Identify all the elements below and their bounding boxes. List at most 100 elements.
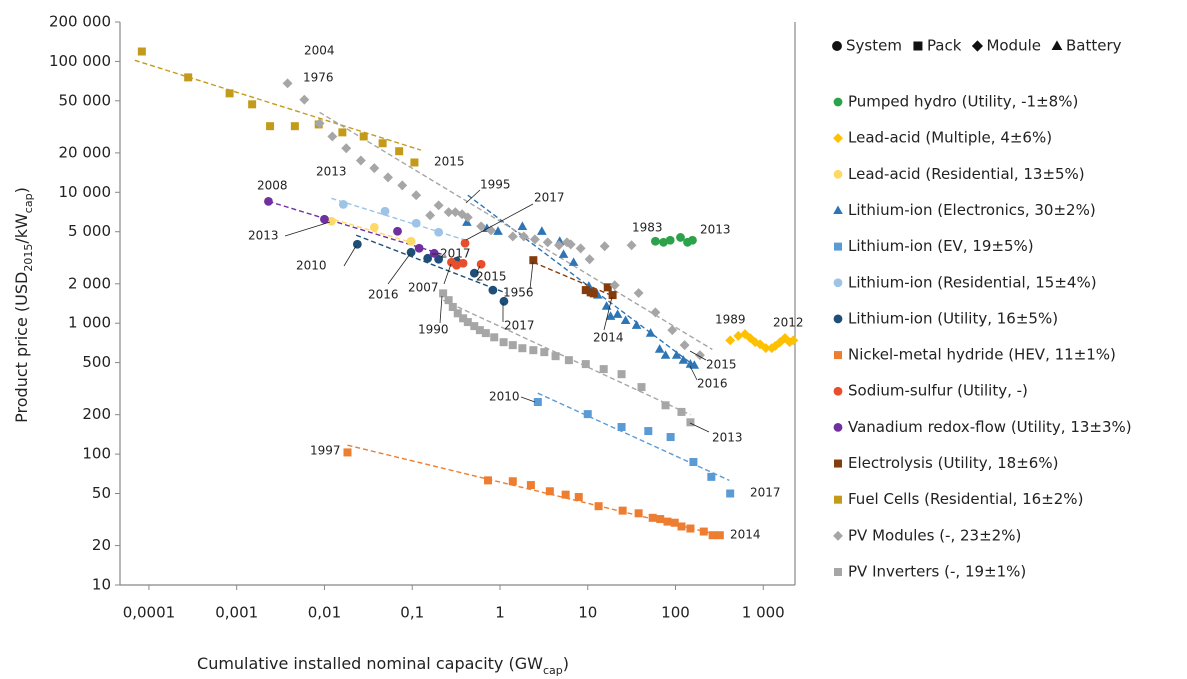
annotation: 1997 bbox=[310, 444, 341, 458]
point bbox=[650, 236, 660, 246]
leader-line bbox=[689, 365, 698, 381]
y-tick-label: 10 000 bbox=[59, 183, 112, 201]
x-tick-label: 0,01 bbox=[308, 604, 341, 622]
x-tick-label: 0,0001 bbox=[123, 604, 176, 622]
point bbox=[462, 217, 472, 226]
point bbox=[526, 481, 535, 490]
legend-label: Nickel-metal hydride (HEV, 11±1%) bbox=[848, 346, 1116, 364]
y-tick-label: 5 000 bbox=[68, 222, 111, 240]
legend-label: PV Modules (-, 23±2%) bbox=[848, 526, 1021, 544]
point bbox=[603, 283, 612, 292]
annotation: 1983 bbox=[632, 221, 663, 235]
point bbox=[618, 506, 627, 515]
point bbox=[518, 231, 529, 242]
point bbox=[410, 158, 419, 167]
annotation: 2017 bbox=[504, 319, 535, 333]
annotation: 2015 bbox=[706, 358, 737, 372]
y-axis-label-part: 2015 bbox=[22, 244, 35, 272]
point bbox=[686, 524, 695, 533]
y-axis-label-part: ) bbox=[12, 187, 31, 193]
point bbox=[708, 531, 717, 540]
point bbox=[290, 122, 299, 131]
point bbox=[476, 221, 487, 232]
leader-line bbox=[689, 422, 710, 433]
legend-label: Lithium-ion (Residential, 15±4%) bbox=[848, 273, 1097, 291]
point bbox=[678, 355, 689, 364]
y-tick-label: 200 000 bbox=[49, 13, 111, 31]
point bbox=[490, 333, 499, 342]
point bbox=[551, 352, 560, 361]
leader-line bbox=[284, 221, 331, 237]
x-axis-label-part: Cumulative installed nominal capacity (G… bbox=[197, 654, 543, 673]
legend-label: Lithium-ion (Electronics, 30±2%) bbox=[848, 201, 1096, 219]
point bbox=[565, 239, 576, 250]
point bbox=[688, 235, 697, 245]
annotation: 2017 bbox=[440, 247, 471, 261]
point bbox=[645, 328, 656, 337]
point bbox=[660, 350, 671, 359]
point bbox=[508, 477, 517, 486]
point bbox=[666, 433, 675, 442]
x-tick-label: 10 bbox=[578, 604, 597, 622]
point bbox=[637, 383, 646, 392]
point bbox=[834, 568, 842, 576]
point bbox=[433, 200, 444, 211]
point bbox=[314, 118, 325, 129]
point bbox=[486, 225, 496, 236]
point bbox=[463, 318, 472, 327]
x-axis-label-part: ) bbox=[563, 654, 569, 673]
point bbox=[971, 40, 984, 52]
annotation: 2017 bbox=[750, 486, 781, 500]
point bbox=[444, 296, 453, 305]
point bbox=[443, 207, 454, 218]
legend-label: Lithium-ion (EV, 19±5%) bbox=[848, 237, 1034, 255]
y-tick-label: 100 000 bbox=[49, 52, 111, 70]
point bbox=[458, 258, 468, 268]
shape-legend-label: System bbox=[846, 37, 902, 55]
annotation: 2012 bbox=[773, 316, 804, 330]
annotation: 1956 bbox=[503, 286, 534, 300]
fit-line bbox=[537, 392, 730, 482]
legend-label: Lead-acid (Residential, 13±5%) bbox=[848, 165, 1085, 183]
point bbox=[378, 139, 387, 148]
point bbox=[760, 343, 771, 354]
point bbox=[327, 131, 338, 142]
point bbox=[406, 247, 416, 257]
point bbox=[425, 210, 436, 221]
y-axis-label-part: /kW bbox=[12, 213, 31, 244]
point bbox=[299, 94, 310, 105]
annotation: 2008 bbox=[257, 179, 288, 193]
point bbox=[553, 240, 564, 251]
point bbox=[529, 256, 538, 265]
point bbox=[626, 240, 637, 251]
point bbox=[533, 398, 542, 407]
shape-legend-label: Module bbox=[986, 37, 1041, 55]
point bbox=[469, 268, 479, 278]
point bbox=[726, 489, 735, 498]
point bbox=[248, 100, 257, 109]
point bbox=[833, 422, 843, 432]
annotation: 1995 bbox=[480, 178, 511, 192]
point bbox=[1051, 40, 1063, 51]
annotation: 2017 bbox=[534, 191, 565, 205]
point bbox=[529, 346, 538, 355]
x-tick-label: 0,001 bbox=[215, 604, 258, 622]
point bbox=[667, 325, 678, 336]
point bbox=[617, 423, 626, 432]
point bbox=[650, 307, 661, 318]
y-axis-label: Product price (USD2015/kWcap) bbox=[12, 187, 35, 423]
point bbox=[369, 163, 380, 174]
point bbox=[338, 128, 347, 137]
point bbox=[654, 344, 665, 353]
fit-line bbox=[134, 59, 422, 151]
point bbox=[499, 338, 508, 347]
leader-line bbox=[387, 253, 411, 285]
x-axis-label: Cumulative installed nominal capacity (G… bbox=[197, 654, 569, 677]
annotation: 2007 bbox=[408, 281, 439, 295]
annotation: 2004 bbox=[304, 44, 335, 58]
point bbox=[137, 47, 146, 56]
annotation: 2013 bbox=[712, 431, 743, 445]
point bbox=[634, 509, 643, 518]
x-tick-label: 0,1 bbox=[400, 604, 424, 622]
